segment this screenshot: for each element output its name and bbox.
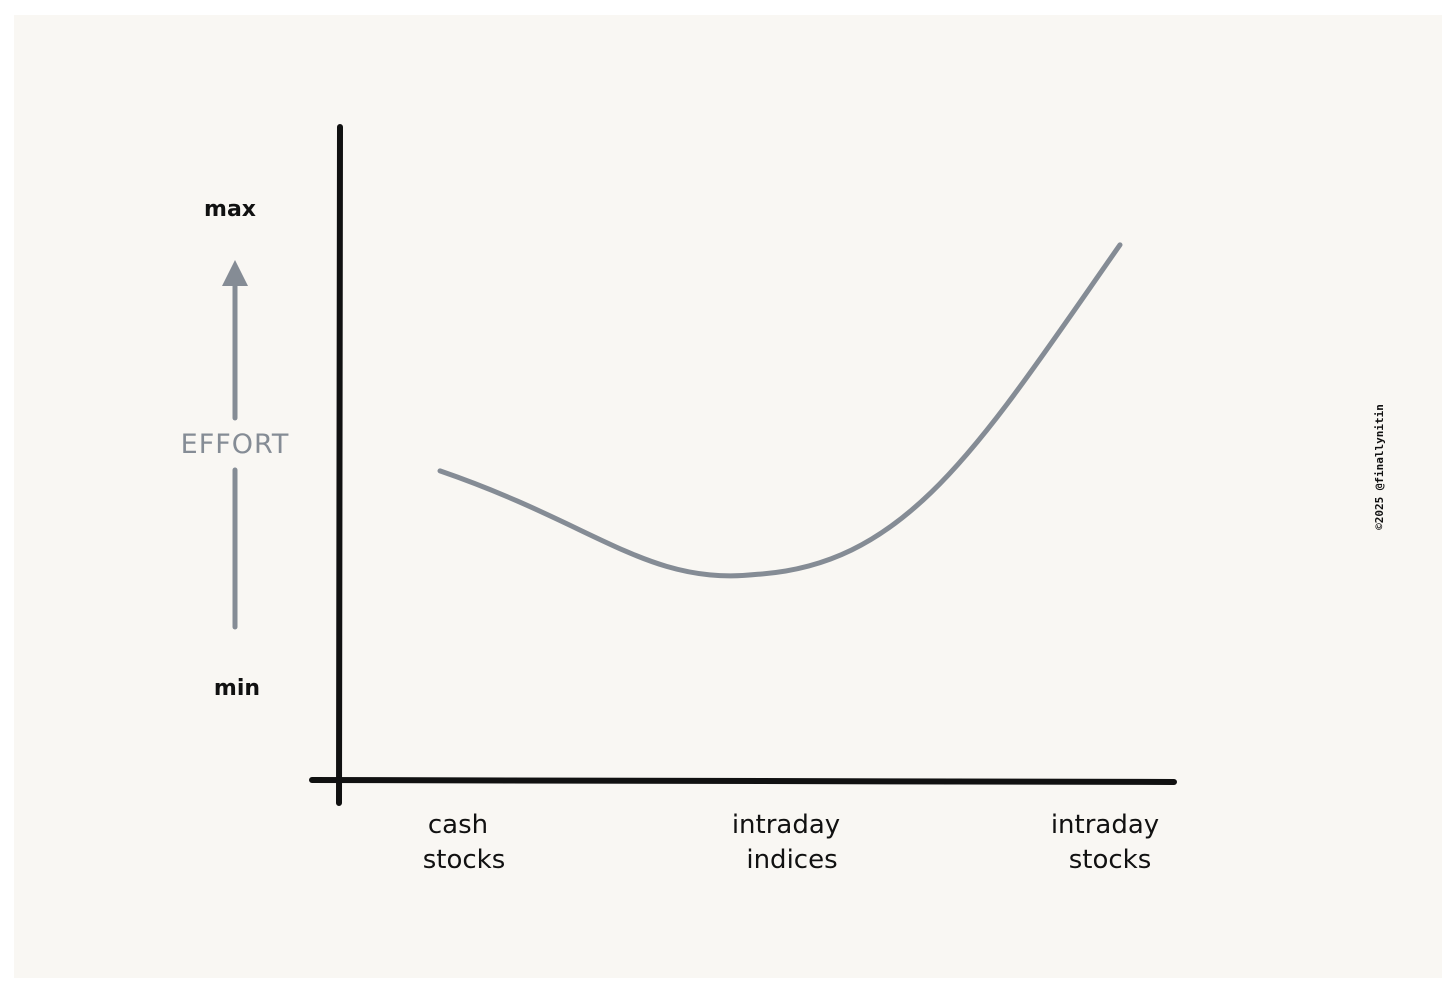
- x-tick-label-stocks-2: stocks: [1069, 845, 1152, 875]
- x-tick-label-intraday-2: intraday: [1051, 810, 1159, 840]
- arrow-up-icon: [222, 260, 248, 286]
- effort-chart: EFFORT max min cash stocks intraday indi…: [181, 124, 1386, 875]
- x-tick-label-cash: cash: [428, 810, 488, 840]
- x-tick-label-indices: indices: [746, 845, 837, 875]
- x-tick-label-intraday: intraday: [732, 810, 840, 840]
- x-tick-label-stocks: stocks: [423, 845, 506, 875]
- y-axis-label: EFFORT: [181, 429, 290, 460]
- y-scale-min-label: min: [214, 676, 260, 701]
- x-axis-line: [309, 777, 1177, 785]
- y-scale-max-label: max: [204, 197, 256, 222]
- series-line: [437, 242, 1123, 579]
- chart-card: EFFORT max min cash stocks intraday indi…: [14, 15, 1442, 978]
- credit-text: ©2025 @finallynitin: [1373, 404, 1386, 530]
- y-axis-line: [336, 124, 343, 806]
